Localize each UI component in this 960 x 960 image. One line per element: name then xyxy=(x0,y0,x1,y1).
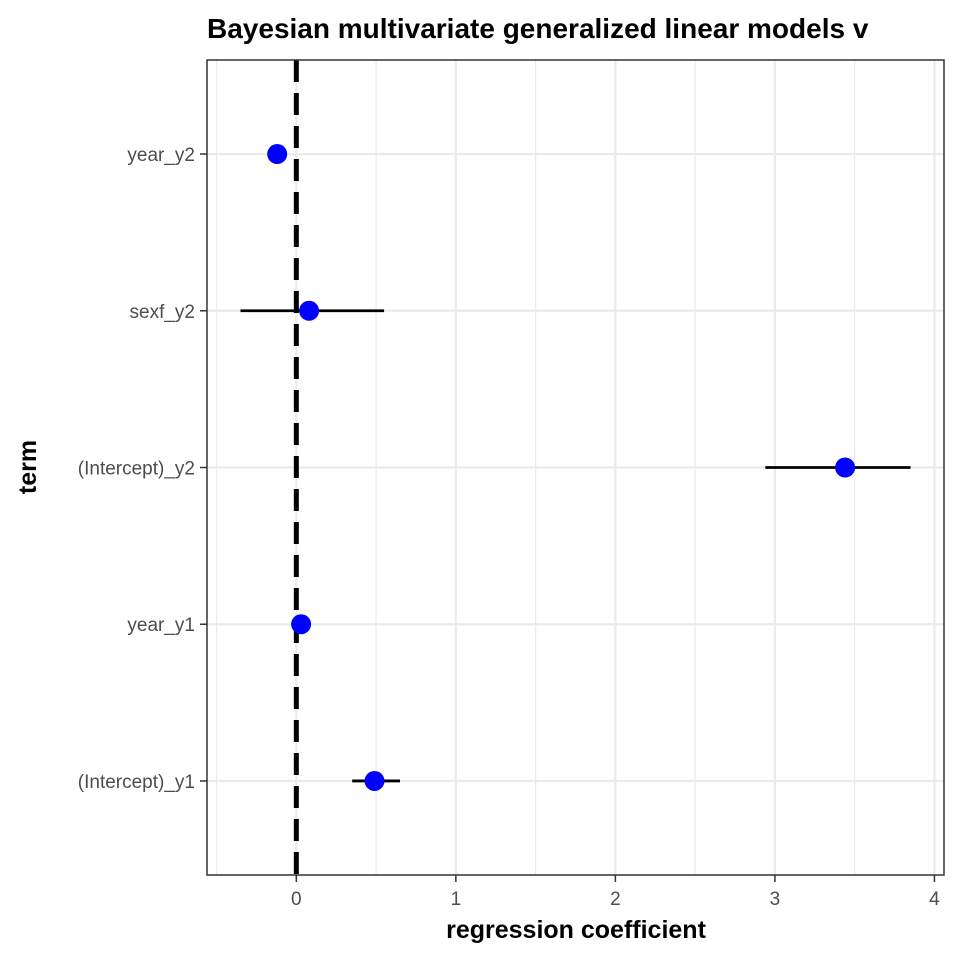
point-(Intercept)_y2 xyxy=(835,457,856,478)
y-tick-label: (Intercept)_y2 xyxy=(78,459,195,480)
x-tick-label: 3 xyxy=(770,889,781,910)
y-axis-title: term xyxy=(14,440,42,494)
y-tick-label: sexf_y2 xyxy=(130,302,195,323)
y-tick-label: year_y1 xyxy=(127,615,195,636)
x-tick-label: 1 xyxy=(451,889,462,910)
point-year_y2 xyxy=(267,144,288,165)
credible-intervals xyxy=(240,309,911,783)
chart-title: Bayesian multivariate generalized linear… xyxy=(207,13,869,44)
y-axis-ticks: (Intercept)_y1 year_y1 (Intercept)_y2 sexf_… xyxy=(78,145,207,793)
x-axis-title: regression coefficient xyxy=(446,916,706,944)
x-tick-label: 4 xyxy=(929,889,940,910)
point-(Intercept)_y1 xyxy=(364,770,385,791)
y-tick-label: year_y2 xyxy=(127,145,195,166)
x-axis-ticks: 0 1 2 3 4 xyxy=(291,875,940,910)
point-year_y1 xyxy=(291,614,312,635)
estimate-points xyxy=(267,144,856,791)
x-tick-label: 0 xyxy=(291,889,302,910)
x-tick-label: 2 xyxy=(610,889,621,910)
y-tick-label: (Intercept)_y1 xyxy=(78,772,195,793)
point-sexf_y2 xyxy=(299,300,320,321)
